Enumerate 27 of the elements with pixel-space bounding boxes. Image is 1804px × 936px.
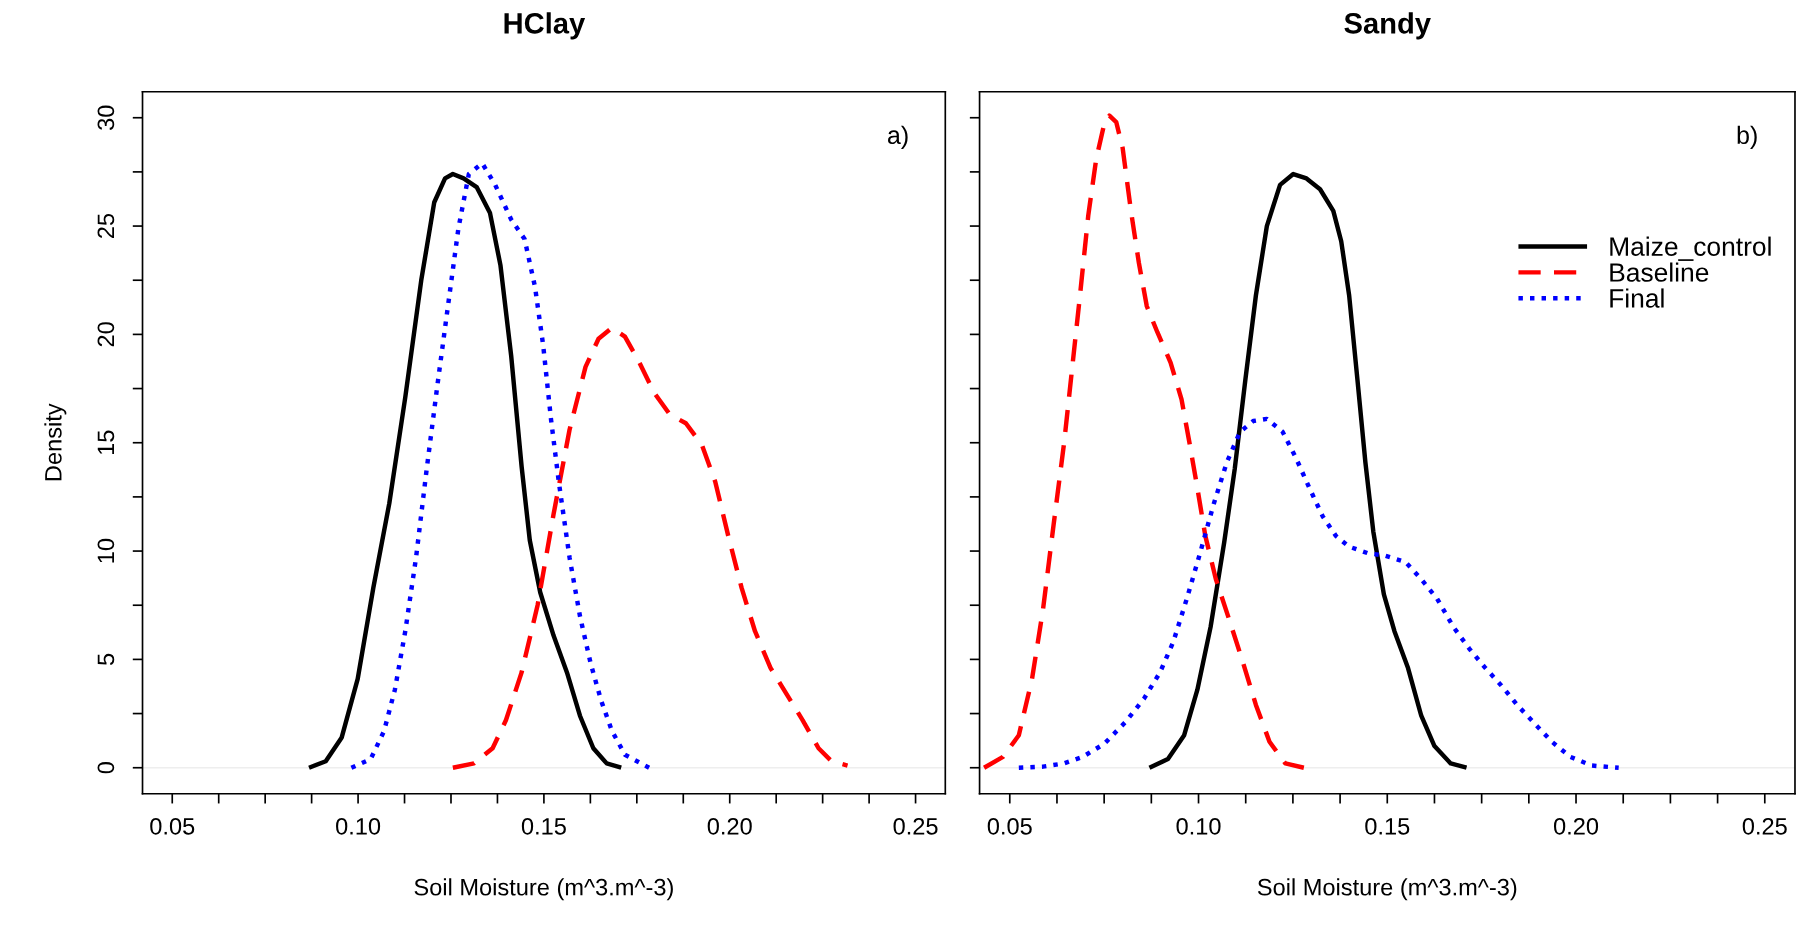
y-tick-label: 5 <box>97 653 115 666</box>
x-tick-label: 0.10 <box>336 817 381 835</box>
x-tick-label: 0.05 <box>150 817 195 835</box>
x-tick-label: 0.20 <box>707 817 752 835</box>
chart-title: HClay <box>504 12 586 40</box>
y-tick-label: 10 <box>97 538 115 563</box>
x-tick-label: 0.15 <box>521 817 566 835</box>
y-tick-label: 25 <box>97 213 115 238</box>
annotation: b) <box>1737 125 1757 149</box>
legend-label: Final <box>1610 288 1664 308</box>
y-tick-label: 30 <box>97 105 115 130</box>
legend-label: Baseline <box>1610 262 1709 282</box>
x-tick-label: 0.10 <box>1176 817 1221 835</box>
y-axis-title: Density <box>44 403 67 481</box>
legend-label: Maize_control <box>1610 236 1771 261</box>
x-tick-label: 0.05 <box>987 817 1032 835</box>
x-tick-label: 0.25 <box>893 817 938 835</box>
y-tick-label: 0 <box>97 762 115 774</box>
x-tick-label: 0.20 <box>1553 817 1599 835</box>
x-tick-label: 0.15 <box>1365 817 1410 835</box>
annotation: a) <box>888 125 908 149</box>
x-axis-title: Soil Moisture (m^3.m^-3) <box>414 878 673 901</box>
chart-title: Sandy <box>1344 12 1431 40</box>
x-axis-title: Soil Moisture (m^3.m^-3) <box>1257 878 1517 901</box>
y-tick-label: 20 <box>97 322 115 347</box>
x-tick-label: 0.25 <box>1742 817 1787 835</box>
y-tick-label: 15 <box>97 430 115 455</box>
